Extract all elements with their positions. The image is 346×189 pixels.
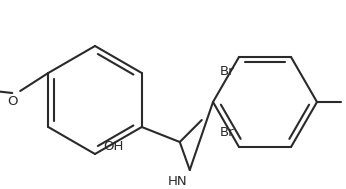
Text: HN: HN bbox=[168, 175, 188, 188]
Text: Br: Br bbox=[219, 126, 234, 139]
Text: O: O bbox=[8, 95, 18, 108]
Text: Br: Br bbox=[219, 65, 234, 78]
Text: OH: OH bbox=[103, 139, 124, 153]
